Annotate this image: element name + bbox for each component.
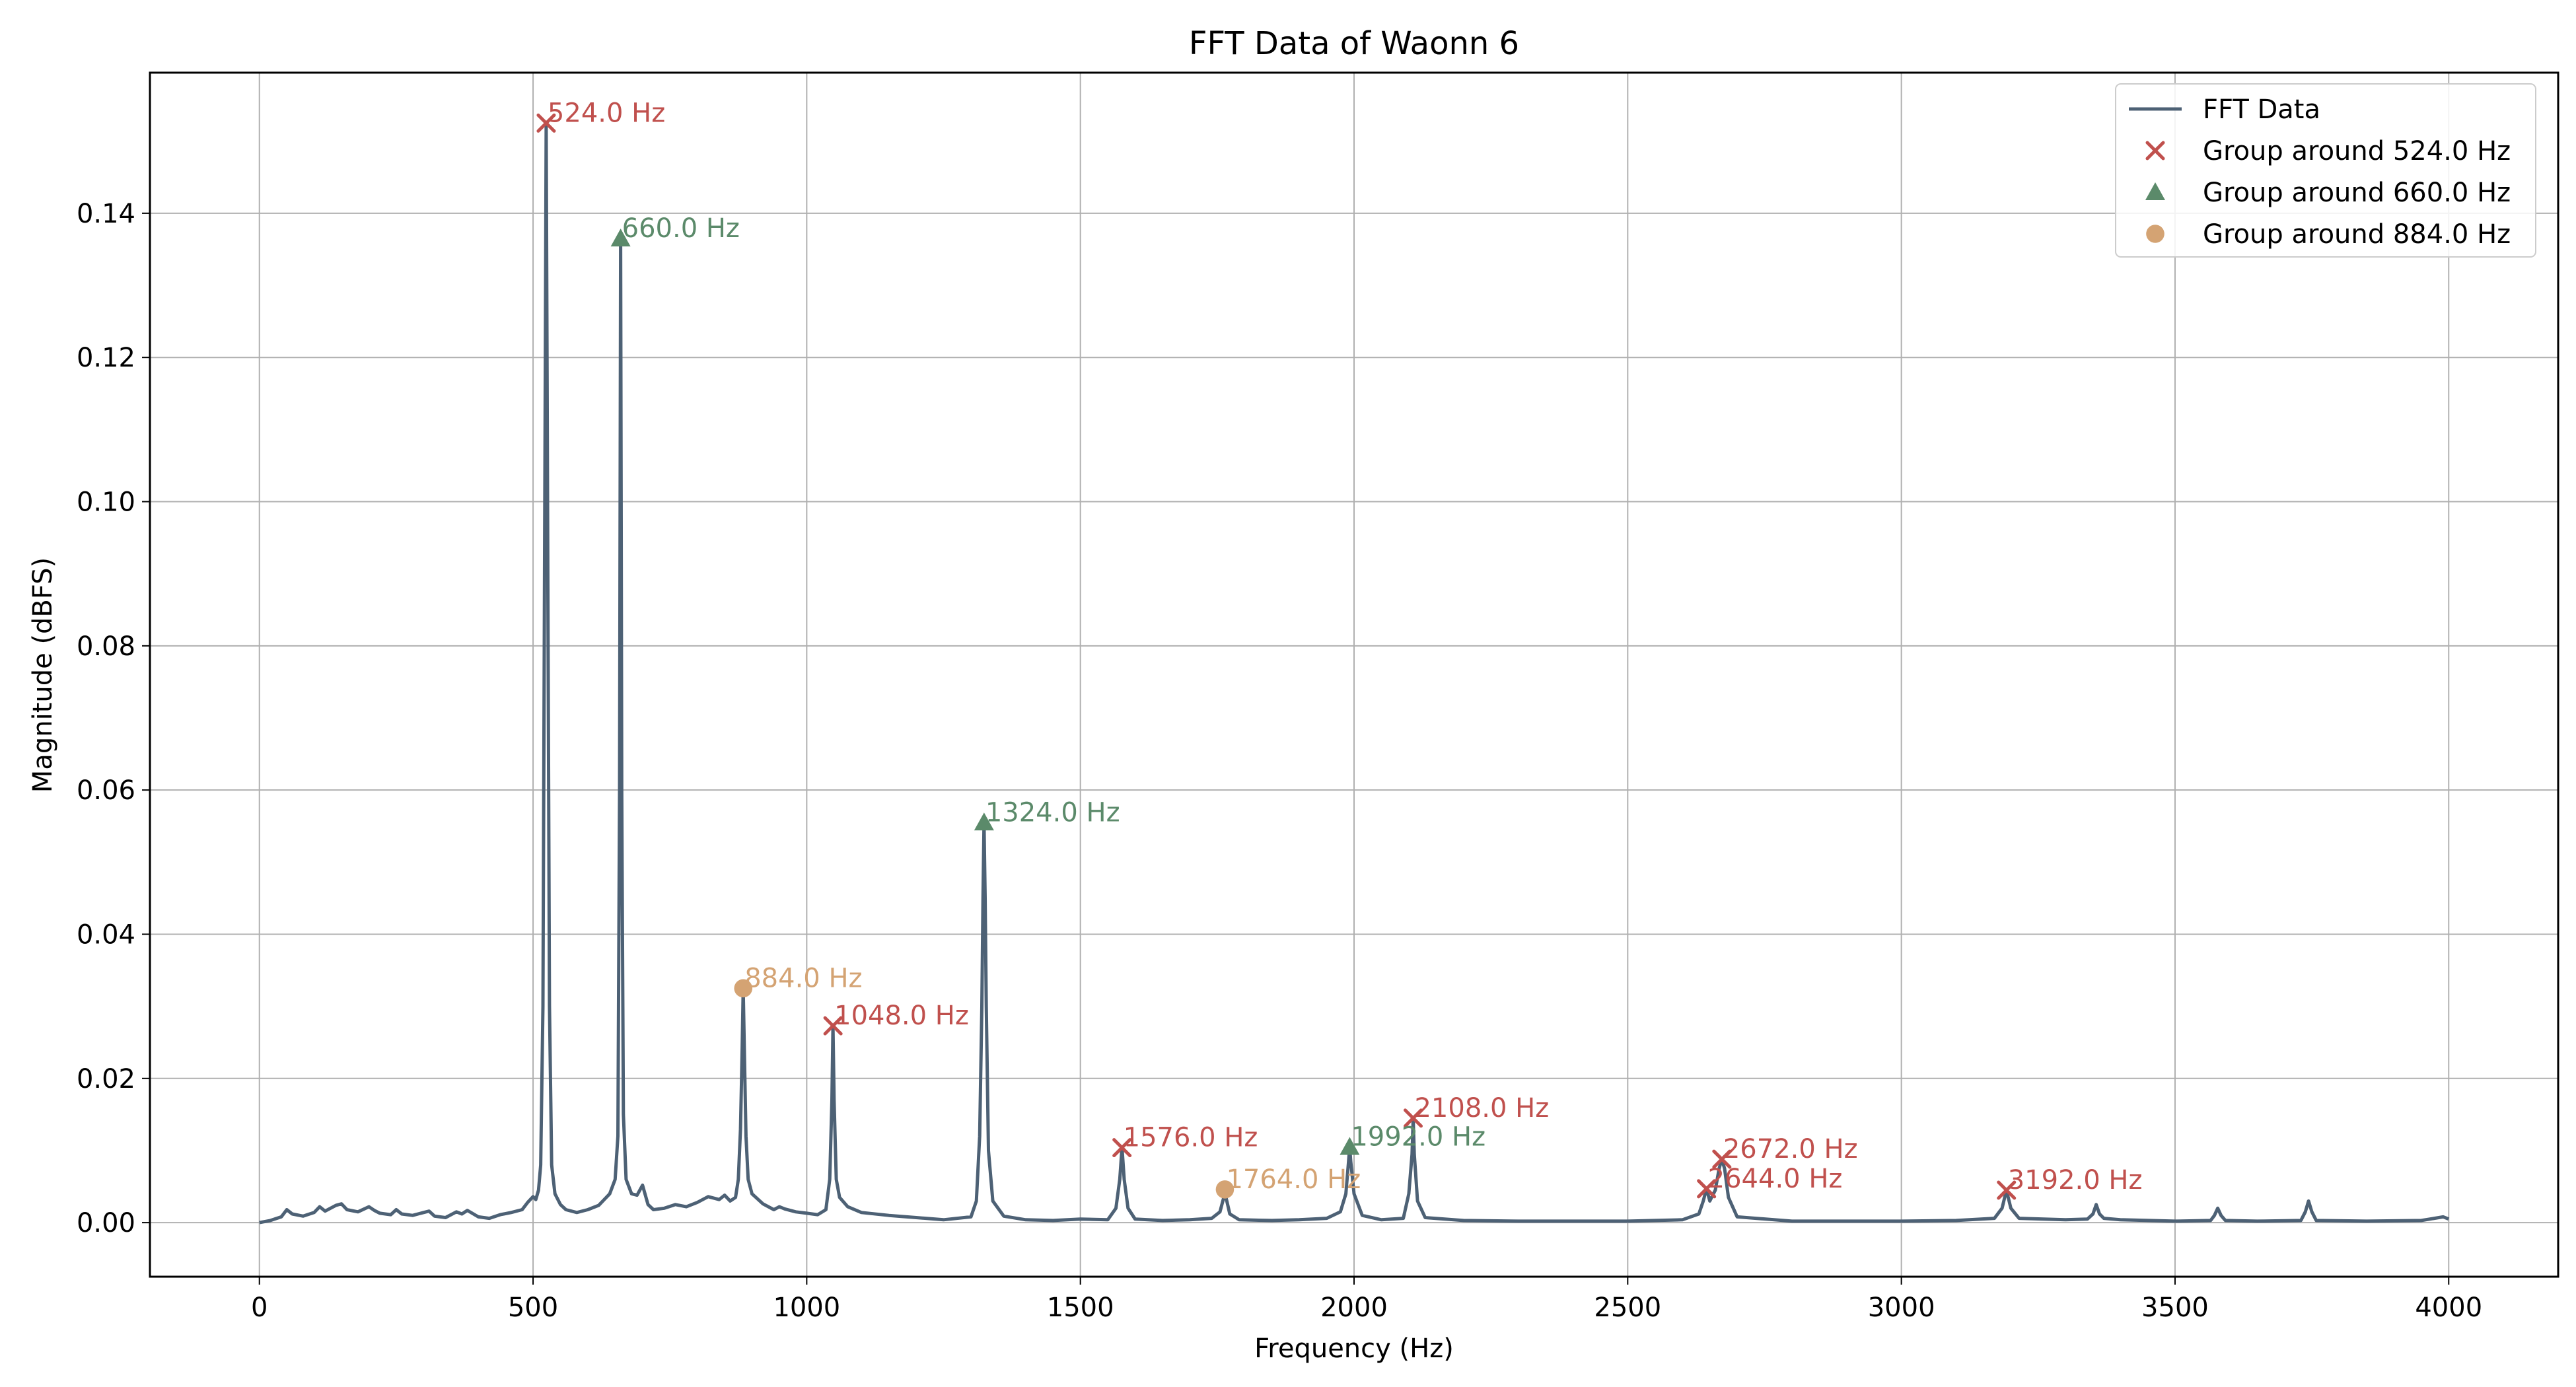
peak-marker [1340, 1137, 1360, 1155]
x-tick-label: 3000 [1868, 1293, 1935, 1323]
y-tick-label: 0.06 [77, 775, 135, 806]
legend-swatch [2145, 141, 2165, 160]
peak-label: 2672.0 Hz [1723, 1134, 1858, 1164]
peak-marker [1997, 1180, 2017, 1200]
legend-label: FFT Data [2203, 94, 2320, 125]
peak-label: 1576.0 Hz [1124, 1123, 1258, 1153]
peak-marker [1712, 1149, 1732, 1169]
peak-label: 1764.0 Hz [1226, 1164, 1361, 1195]
peak-label: 2644.0 Hz [1708, 1164, 1843, 1194]
y-tick-label: 0.08 [77, 631, 135, 662]
legend-swatch [2145, 182, 2165, 200]
peak-marker [734, 979, 753, 998]
chart-title: FFT Data of Waonn 6 [1189, 25, 1519, 62]
legend-label: Group around 524.0 Hz [2203, 136, 2511, 166]
y-axis-label: Magnitude (dBFS) [28, 557, 58, 793]
peak-marker-layer [536, 113, 2017, 1200]
legend-label: Group around 660.0 Hz [2203, 178, 2511, 208]
y-tick-label: 0.02 [77, 1064, 135, 1094]
x-tick-label: 4000 [2415, 1293, 2482, 1323]
peak-marker [1697, 1179, 1717, 1199]
peak-label: 1048.0 Hz [834, 1001, 969, 1031]
legend-swatch [2146, 225, 2165, 243]
x-tick-label: 500 [508, 1293, 558, 1323]
legend-box [2115, 83, 2536, 258]
peak-marker [1112, 1138, 1132, 1158]
y-tick-label: 0.14 [77, 199, 135, 229]
x-tick-label: 2000 [1320, 1293, 1388, 1323]
y-axis-ticks: 0.00 0.02 0.04 0.06 0.08 0.10 0.12 0.14 [77, 199, 150, 1238]
peak-marker [536, 113, 556, 133]
legend-entry: FFT Data [2129, 94, 2320, 125]
peak-label: 2108.0 Hz [1414, 1093, 1549, 1123]
peak-label: 1992.0 Hz [1351, 1122, 1485, 1153]
legend: FFT Data Group around 524.0 Hz Group aroun… [2115, 83, 2536, 258]
peak-marker [1215, 1180, 1234, 1199]
fft-data-line [259, 121, 2450, 1225]
peak-label: 884.0 Hz [744, 963, 862, 993]
x-tick-label: 1500 [1047, 1293, 1114, 1323]
legend-entry: Group around 524.0 Hz [2145, 136, 2511, 166]
peak-marker [823, 1016, 843, 1036]
peak-label: 3192.0 Hz [2008, 1165, 2143, 1195]
grid [150, 73, 2558, 1277]
peak-label: 524.0 Hz [548, 98, 665, 128]
x-tick-label: 1000 [773, 1293, 840, 1323]
peak-marker [610, 229, 631, 247]
peak-marker [1403, 1108, 1423, 1128]
y-tick-label: 0.04 [77, 919, 135, 950]
x-axis-ticks: 0 500 1000 1500 2000 2500 3000 3500 4000 [251, 1277, 2482, 1323]
legend-entry: Group around 660.0 Hz [2145, 178, 2511, 208]
x-tick-label: 3500 [2141, 1293, 2209, 1323]
peak-label: 660.0 Hz [622, 213, 740, 244]
y-tick-label: 0.12 [77, 343, 135, 373]
y-tick-label: 0.10 [77, 487, 135, 518]
peak-label: 1324.0 Hz [985, 797, 1120, 828]
peak-label-layer: 524.0 Hz 1048.0 Hz 1576.0 Hz 2108.0 Hz 2644.… [548, 98, 2143, 1195]
peak-marker [974, 812, 994, 831]
x-tick-label: 2500 [1594, 1293, 1661, 1323]
y-tick-label: 0.00 [77, 1208, 135, 1238]
x-tick-label: 0 [251, 1293, 268, 1323]
x-axis-label: Frequency (Hz) [1254, 1334, 1454, 1364]
legend-label: Group around 884.0 Hz [2203, 219, 2511, 250]
fft-line-layer [259, 121, 2450, 1225]
legend-entry: Group around 884.0 Hz [2146, 219, 2511, 250]
